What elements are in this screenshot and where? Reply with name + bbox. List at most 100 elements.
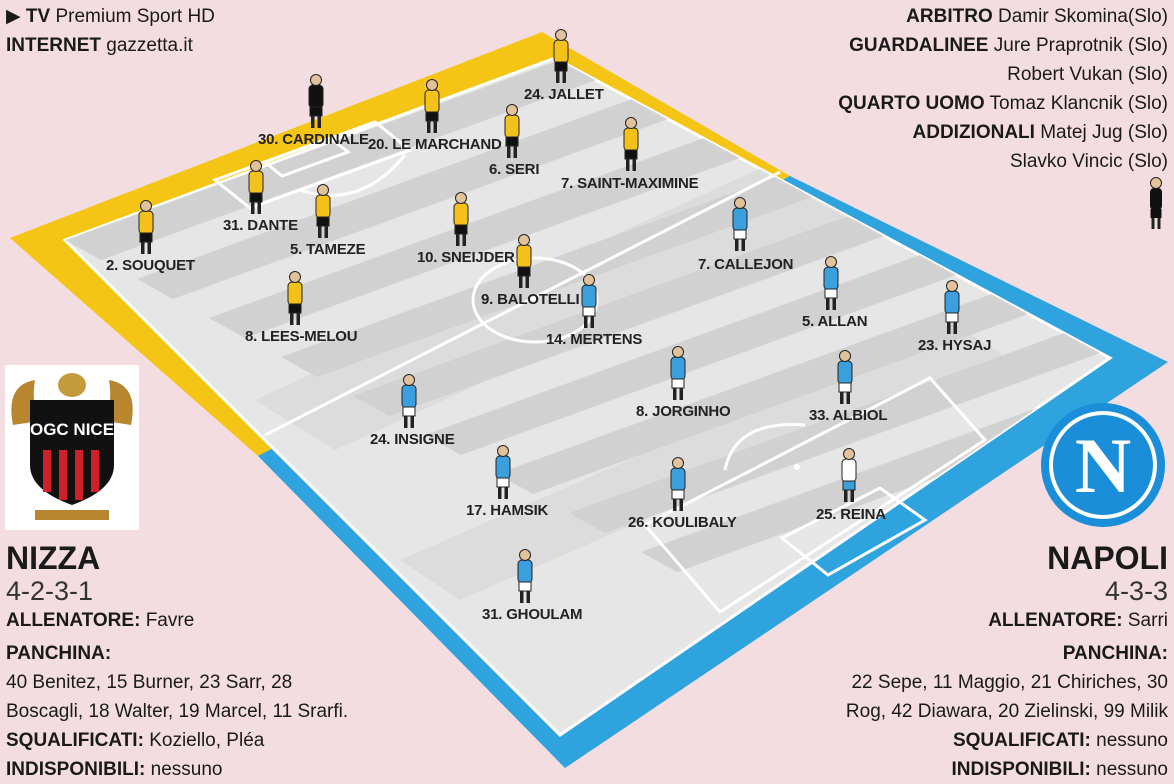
coach-name: Sarri	[1127, 610, 1168, 631]
official-line: GUARDALINEE Jure Praprotnik (Slo)	[838, 31, 1168, 60]
away-player-figure	[944, 280, 960, 334]
unavailable-value: nessuno	[150, 759, 223, 780]
home-team-block: NIZZA 4-2-3-1 ALLENATORE: Favre PANCHINA…	[6, 540, 426, 784]
home-player-figure	[138, 200, 154, 254]
player-label: 33. ALBIOL	[809, 407, 888, 424]
official-line: ARBITRO Damir Skomina(Slo)	[838, 2, 1168, 31]
player-label: 31. GHOULAM	[482, 606, 583, 623]
home-player-figure	[553, 29, 569, 83]
coach-name: Favre	[145, 610, 195, 631]
player-label: 5. TAMEZE	[290, 241, 366, 258]
home-player-figure	[504, 104, 520, 158]
nice-logo-text: OGC NICE	[30, 420, 114, 439]
unavailable-value: nessuno	[1096, 759, 1168, 780]
player-label: 10. SNEIJDER	[417, 249, 515, 266]
suspended-label: SQUALIFICATI:	[6, 730, 144, 751]
player-label: 6. SERI	[489, 161, 540, 178]
player-label: 14. MERTENS	[546, 331, 643, 348]
player-label: 8. JORGINHO	[636, 403, 731, 420]
official-name: Damir Skomina(Slo)	[998, 6, 1168, 27]
away-player-figure	[732, 197, 748, 251]
official-name: Slavko Vincic (Slo)	[1009, 151, 1168, 172]
away-team-name: NAPOLI	[1047, 540, 1168, 576]
away-bench-label: PANCHINA:	[748, 639, 1168, 668]
play-icon: ▶	[6, 6, 21, 27]
home-bench-line: 40 Benitez, 15 Burner, 23 Sarr, 28	[6, 672, 293, 693]
player-label: 2. SOUQUET	[106, 257, 195, 274]
away-team-block: NAPOLI 4-3-3 ALLENATORE: Sarri PANCHINA:…	[748, 540, 1168, 784]
player-label: 7. CALLEJON	[698, 256, 794, 273]
coach-label: ALLENATORE:	[6, 610, 141, 631]
player-label: 8. LEES-MELOU	[245, 328, 358, 345]
player-label: 17. HAMSIK	[466, 502, 549, 519]
home-player-figure	[424, 79, 440, 133]
home-suspended-line: SQUALIFICATI: Koziello, Pléa	[6, 726, 426, 755]
suspended-value: nessuno	[1096, 730, 1168, 751]
away-player-figure	[670, 457, 686, 511]
away-player-figure	[837, 350, 853, 404]
away-player-figure	[841, 448, 857, 502]
player-label: 23. HYSAJ	[918, 337, 992, 354]
referee-figure	[1150, 177, 1162, 229]
suspended-value: Koziello, Pléa	[149, 730, 265, 751]
player-label: 30. CARDINALE	[258, 131, 369, 148]
home-formation: 4-2-3-1	[6, 576, 94, 606]
official-line: QUARTO UOMO Tomaz Klancnik (Slo)	[838, 89, 1168, 118]
away-coach-line: ALLENATORE: Sarri	[748, 606, 1168, 635]
unavailable-label: INDISPONIBILI:	[6, 759, 146, 780]
suspended-label: SQUALIFICATI:	[952, 730, 1091, 751]
player-label: 25. REINA	[816, 506, 886, 523]
home-unavailable-line: INDISPONIBILI: nessuno	[6, 755, 426, 784]
internet-value: gazzetta.it	[106, 35, 193, 56]
player-label: 5. ALLAN	[802, 313, 868, 330]
away-player-figure	[823, 256, 839, 310]
home-player-figure	[287, 271, 303, 325]
player-label: 9. BALOTELLI	[481, 291, 580, 308]
away-bench-line: Rog, 42 Diawara, 20 Zielinski, 99 Milik	[845, 701, 1168, 722]
official-name: Tomaz Klancnik (Slo)	[989, 93, 1168, 114]
away-suspended-line: SQUALIFICATI: nessuno	[748, 726, 1168, 755]
away-bench-line: 22 Sepe, 11 Maggio, 21 Chiriches, 30	[851, 672, 1168, 693]
away-player-figure	[401, 374, 417, 428]
player-label: 31. DANTE	[223, 217, 298, 234]
player-label: 24. INSIGNE	[370, 431, 455, 448]
official-name: Jure Praprotnik (Slo)	[993, 35, 1168, 56]
away-player-figure	[670, 346, 686, 400]
internet-label: INTERNET	[6, 35, 101, 56]
official-role: QUARTO UOMO	[838, 93, 985, 114]
official-line: Slavko Vincic (Slo)	[838, 147, 1168, 176]
bench-label: PANCHINA:	[6, 643, 112, 664]
official-role: ADDIZIONALI	[912, 122, 1035, 143]
official-role: ARBITRO	[906, 6, 993, 27]
broadcast-info: ▶ TV Premium Sport HD INTERNET gazzetta.…	[6, 2, 215, 60]
home-player-figure	[308, 74, 324, 128]
home-coach-line: ALLENATORE: Favre	[6, 606, 426, 635]
player-label: 26. KOULIBALY	[628, 514, 737, 531]
home-player-figure	[453, 192, 469, 246]
home-bench-label: PANCHINA:	[6, 639, 426, 668]
away-player-figure	[581, 274, 597, 328]
home-bench-line: Boscagli, 18 Walter, 19 Marcel, 11 Srarf…	[6, 701, 349, 722]
official-name: Matej Jug (Slo)	[1040, 122, 1168, 143]
pitch-lines	[211, 120, 988, 614]
home-player-figure	[248, 160, 264, 214]
nice-logo: OGC NICE	[5, 365, 139, 530]
tv-value: Premium Sport HD	[55, 6, 215, 27]
official-line: Robert Vukan (Slo)	[838, 60, 1168, 89]
away-formation: 4-3-3	[1104, 576, 1168, 606]
tv-label: TV	[25, 6, 51, 27]
home-team-name: NIZZA	[6, 540, 101, 576]
official-role: GUARDALINEE	[849, 35, 989, 56]
official-name: Robert Vukan (Slo)	[1007, 64, 1168, 85]
unavailable-label: INDISPONIBILI:	[951, 759, 1091, 780]
officials-info: ARBITRO Damir Skomina(Slo) GUARDALINEE J…	[838, 2, 1168, 176]
home-player-figure	[623, 117, 639, 171]
bench-label: PANCHINA:	[1062, 643, 1168, 664]
home-player-figure	[516, 234, 532, 288]
player-label: 24. JALLET	[524, 86, 604, 103]
napoli-logo-text: N	[1075, 422, 1131, 509]
home-player-figure	[315, 184, 331, 238]
away-unavailable-line: INDISPONIBILI: nessuno	[748, 755, 1168, 784]
internet-line: INTERNET gazzetta.it	[6, 31, 215, 60]
